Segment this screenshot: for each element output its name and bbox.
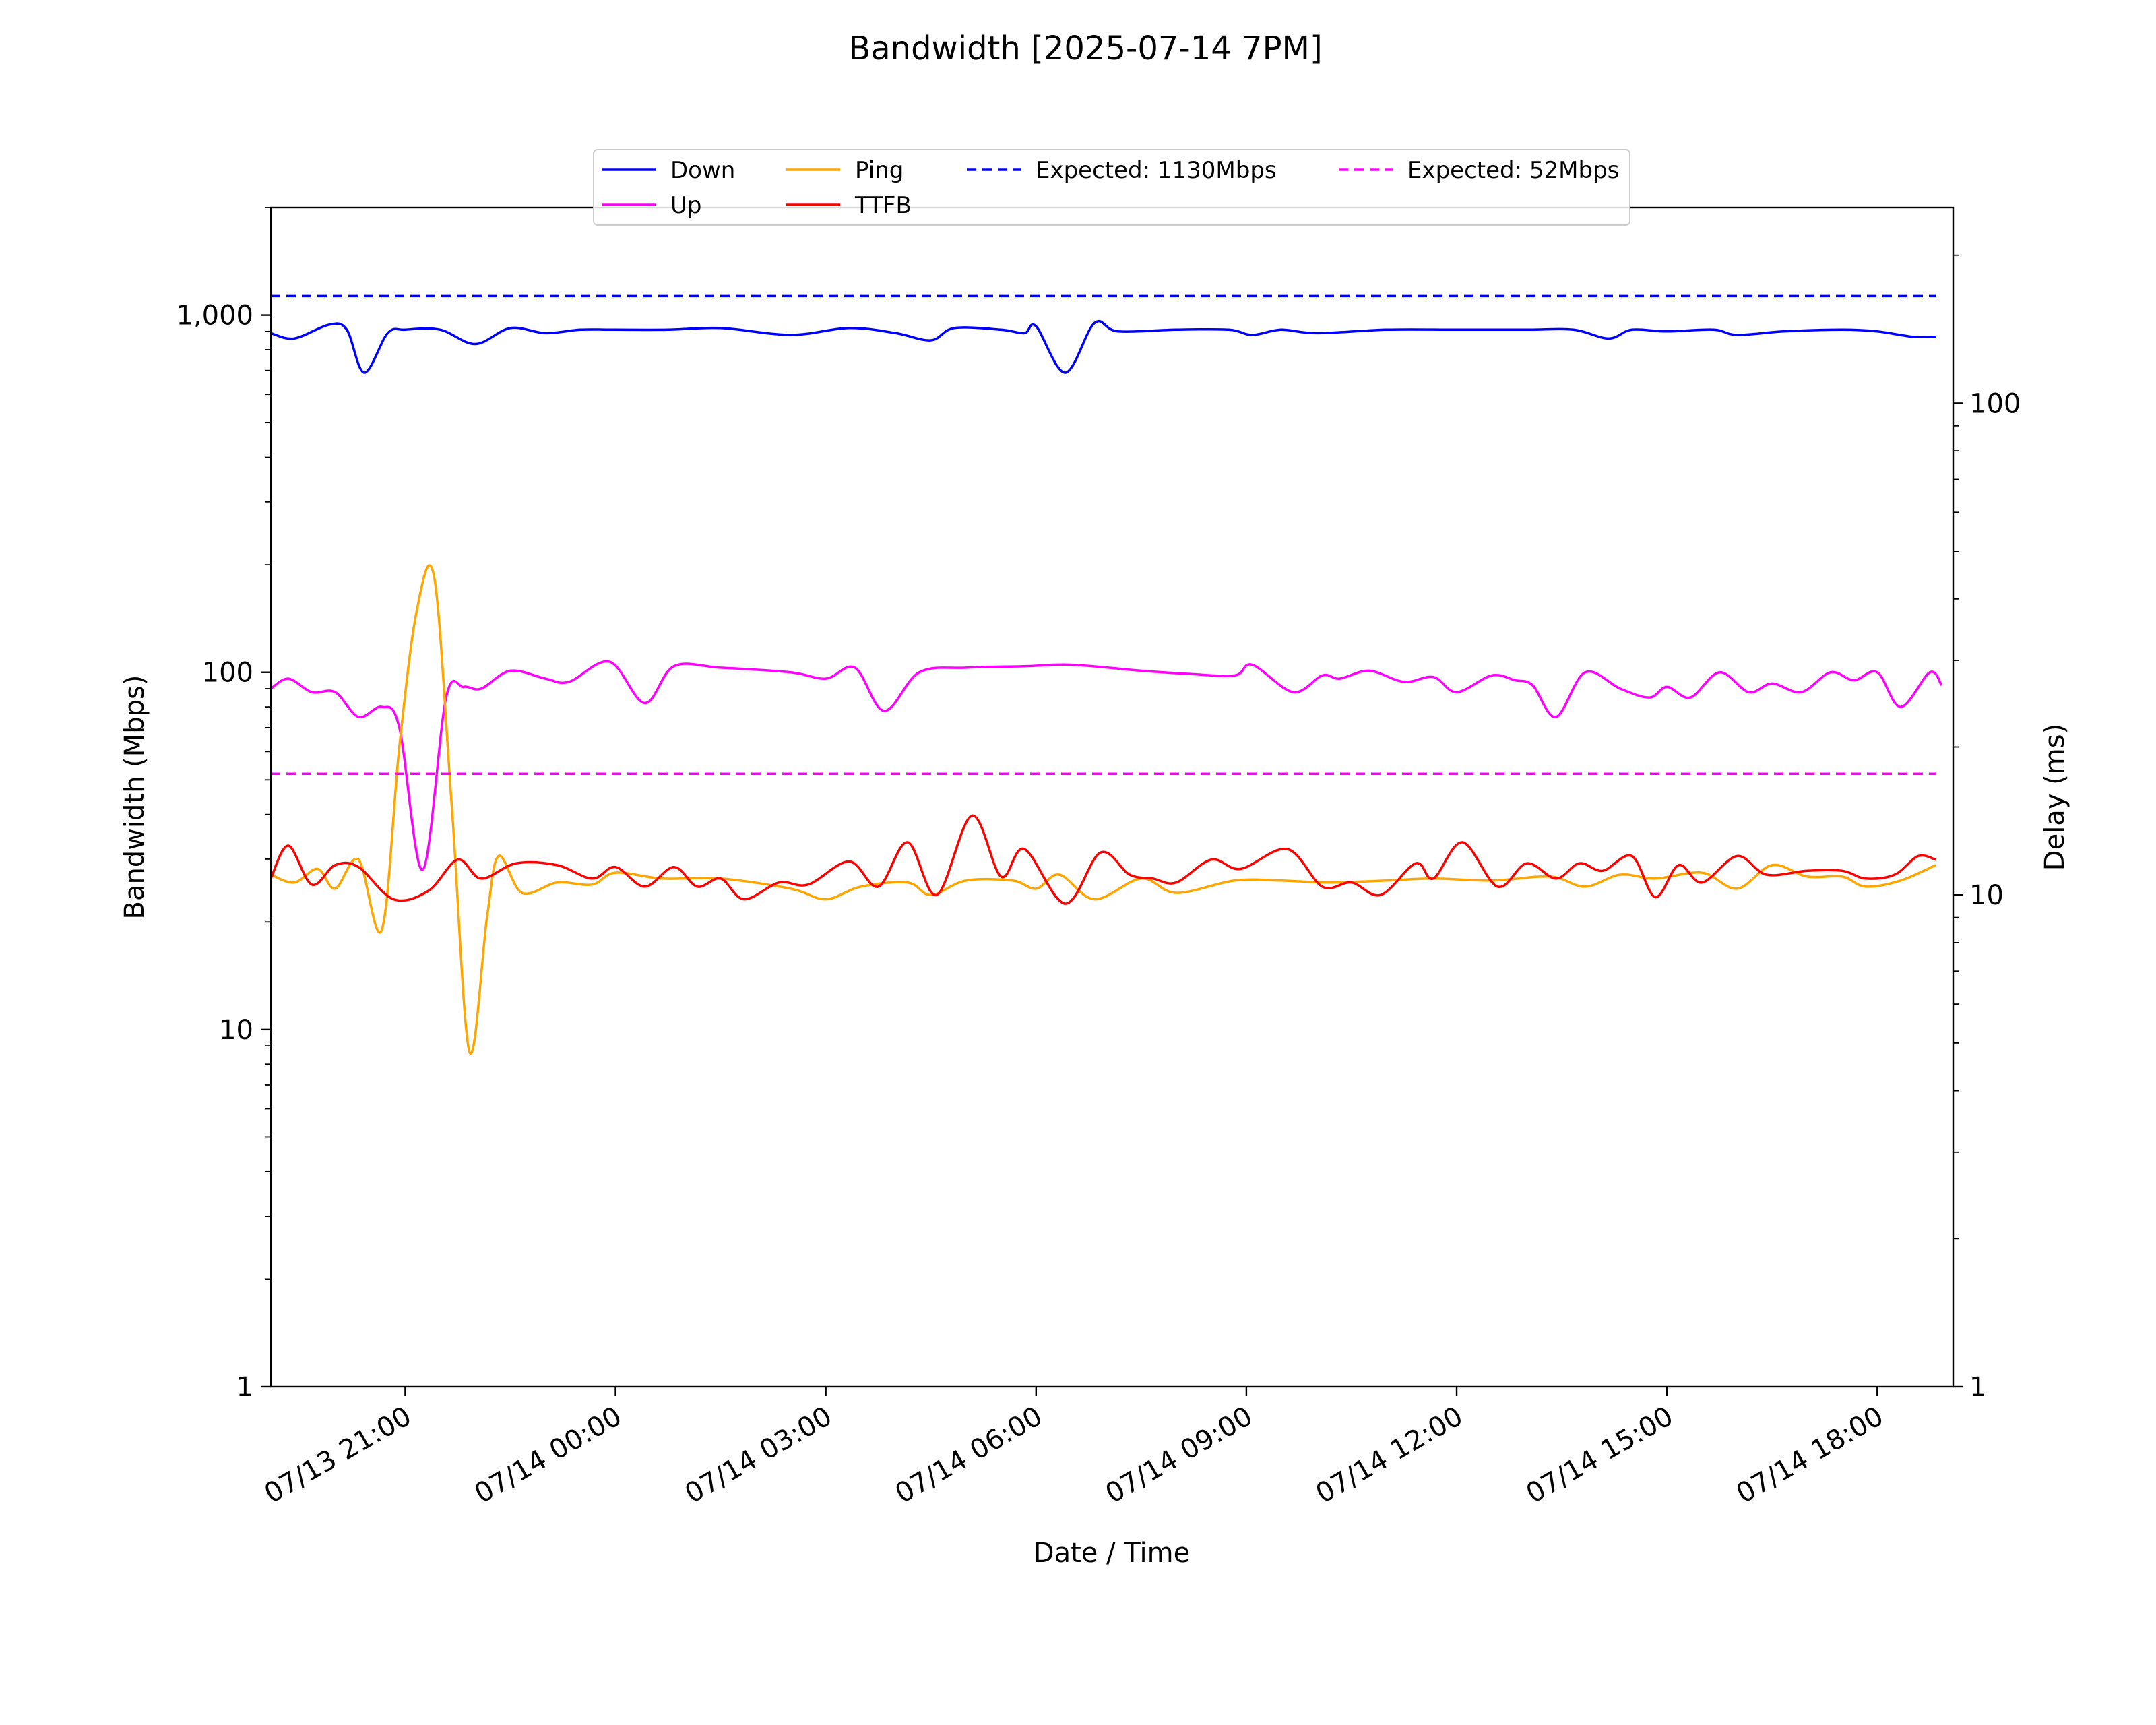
y-tick-label: 100 — [202, 658, 253, 689]
legend-label-up: Up — [670, 192, 701, 219]
series-line-down — [271, 320, 1936, 374]
legend-label-ttfb: TTFB — [854, 192, 912, 219]
y2-axis-label: Delay (ms) — [2039, 724, 2070, 871]
y2-tick-label: 1 — [1969, 1372, 1986, 1403]
y-tick-label: 10 — [219, 1015, 253, 1046]
plot-area — [271, 294, 1943, 1055]
y-tick-label: 1 — [236, 1372, 253, 1403]
legend-label-expected-1130mbps: Expected: 1130Mbps — [1036, 157, 1277, 184]
x-tick-label: 07/14 06:00 — [890, 1401, 1048, 1509]
legend-label-ping: Ping — [855, 157, 903, 184]
y2-tick-label: 100 — [1969, 388, 2021, 419]
x-tick-label: 07/14 03:00 — [680, 1401, 837, 1509]
legend: Down Up Ping TTFB Expected: 1130Mbps Expected… — [593, 149, 1630, 226]
x-tick-label: 07/14 18:00 — [1732, 1401, 1889, 1509]
legend-label-expected-52mbps: Expected: 52Mbps — [1407, 157, 1619, 184]
y-axis-label: Bandwidth (Mbps) — [119, 675, 150, 919]
legend-box — [593, 149, 1630, 226]
x-tick-label: 07/13 21:00 — [259, 1401, 417, 1509]
x-tick-label: 07/14 12:00 — [1310, 1401, 1468, 1509]
legend-label-down: Down — [670, 157, 735, 184]
series-line-ping — [271, 564, 1936, 1055]
x-axis-label: Date / Time — [1034, 1538, 1190, 1569]
axes-frame — [270, 206, 1955, 1388]
y-tick-label: 1,000 — [176, 301, 253, 332]
x-tick-label: 07/14 15:00 — [1521, 1401, 1679, 1509]
chart-title: Bandwidth [2025-07-14 7PM] — [848, 30, 1322, 67]
y-axis-right: 1 10 100 — [1953, 254, 2021, 1403]
series-line-ttfb — [271, 814, 1936, 905]
series-line-up — [271, 660, 1943, 871]
y2-tick-label: 10 — [1969, 880, 2004, 911]
x-tick-label: 07/14 09:00 — [1100, 1401, 1258, 1509]
x-axis: 07/13 21:00 07/14 00:00 07/14 03:00 07/14 0… — [259, 1387, 1889, 1509]
x-tick-label: 07/14 00:00 — [470, 1401, 627, 1509]
y-axis-left: 1 10 100 1,000 — [176, 207, 271, 1403]
